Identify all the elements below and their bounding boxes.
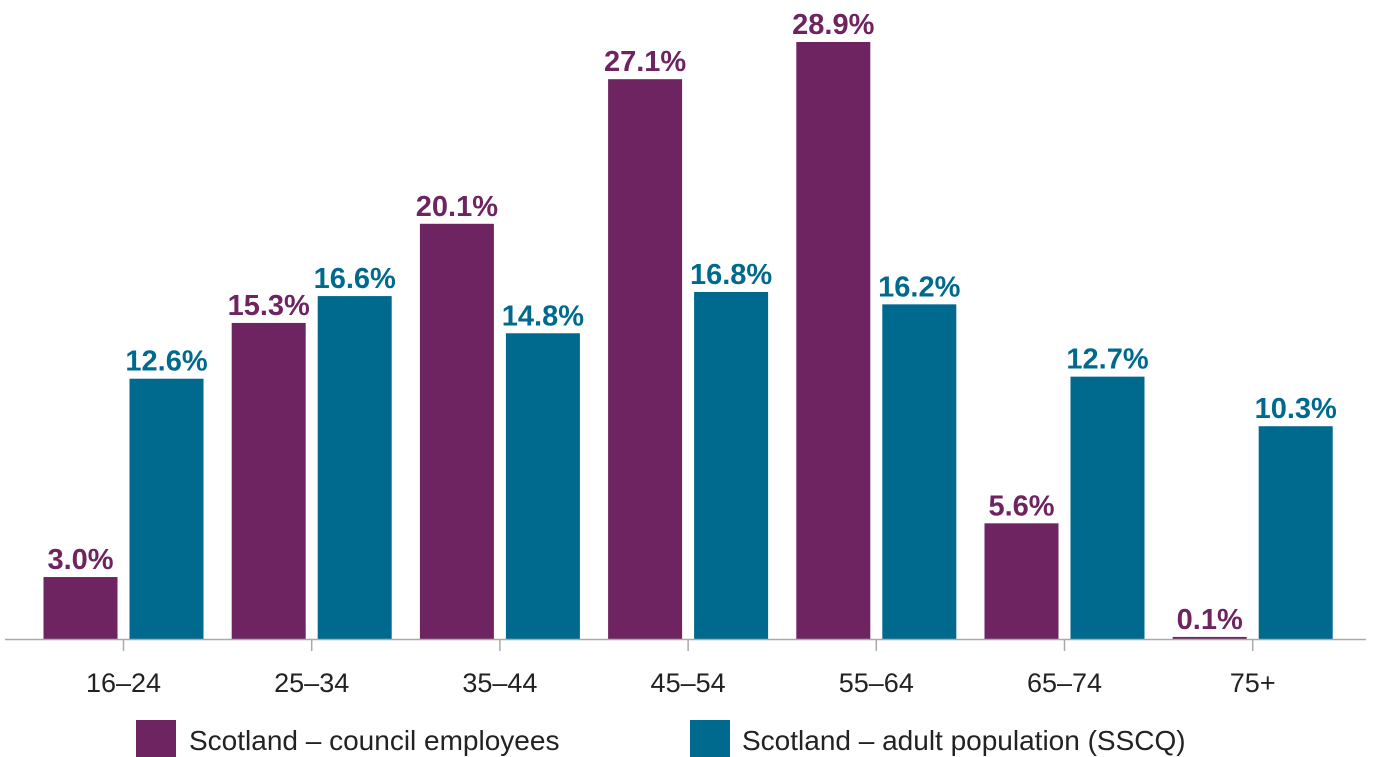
category-label-3: 45–54 [651,668,726,698]
category-label-1: 25–34 [274,668,349,698]
value-label-population-4: 16.2% [878,271,960,303]
bar-council-4 [796,42,871,639]
category-label-4: 55–64 [839,668,914,698]
value-label-council-1: 15.3% [228,290,310,322]
value-label-population-5: 12.7% [1066,344,1148,376]
x-axis-ticks-group [122,639,1254,651]
value-label-council-5: 5.6% [988,490,1054,522]
legend: Scotland – council employees Scotland – a… [136,720,1186,757]
bar-population-3 [694,291,769,639]
bar-population-2 [505,333,580,639]
legend-label-council: Scotland – council employees [189,725,559,756]
bar-council-3 [608,79,683,639]
bars-group [43,42,1333,639]
value-labels-group: 3.0% 12.6% 15.3%16.6% 20.1% 14.8% 27.1% 16.8% 2… [47,9,1337,636]
legend-swatch-council [136,720,176,757]
bar-population-1 [317,296,392,639]
bar-population-5 [1070,376,1145,639]
value-label-population-3: 16.8% [690,259,772,291]
bar-population-6 [1258,426,1333,639]
legend-label-population: Scotland – adult population (SSCQ) [742,725,1186,756]
value-label-council-6: 0.1% [1177,604,1243,636]
bar-population-0 [129,378,204,639]
bar-council-2 [419,223,494,639]
value-label-council-0: 3.0% [47,544,113,576]
value-label-council-2: 20.1% [416,191,498,223]
value-label-population-0: 12.6% [125,346,207,378]
category-label-5: 65–74 [1027,668,1102,698]
value-label-population-6: 10.3% [1255,393,1337,425]
bar-population-4 [882,304,957,639]
category-label-2: 35–44 [462,668,537,698]
bar-council-6 [1172,636,1247,639]
category-label-6: 75+ [1230,668,1276,698]
bar-council-0 [43,577,118,639]
legend-swatch-population [690,720,730,757]
value-label-population-1: 16.6% [314,263,396,295]
bar-council-5 [984,523,1059,639]
category-labels-group: 16–24 25–34 35–44 45–54 55–64 65–74 75+ [86,668,1276,698]
value-label-council-3: 27.1% [604,46,686,78]
value-label-population-2: 14.8% [502,300,584,332]
bar-council-1 [231,322,306,639]
value-label-council-4: 28.9% [792,9,874,41]
category-label-0: 16–24 [86,668,161,698]
